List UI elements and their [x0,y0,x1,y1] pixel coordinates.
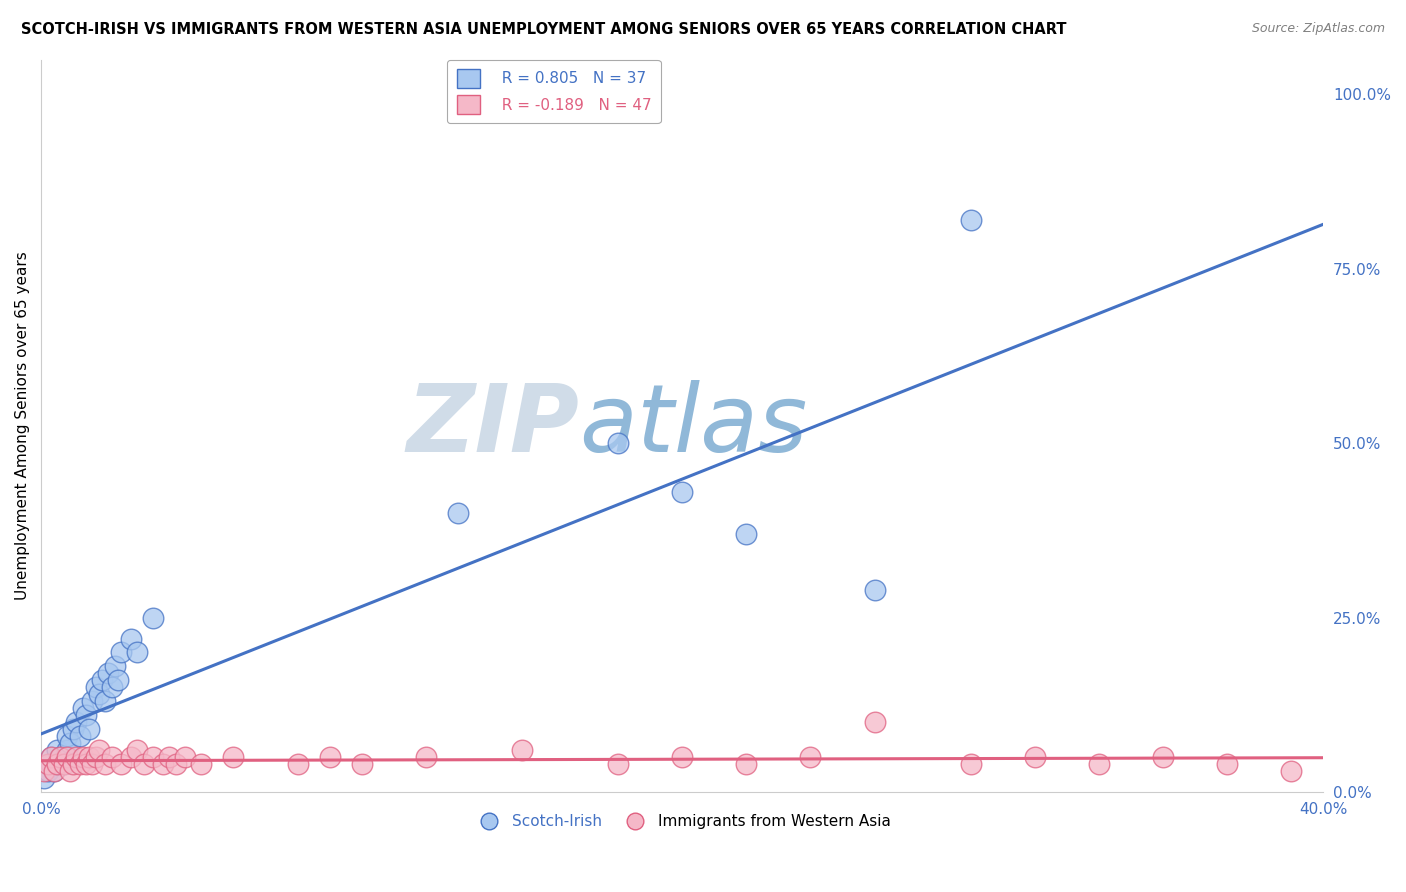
Point [49,750,72,764]
Point [607,436,630,450]
Point [55,729,77,743]
Point [46,757,69,772]
Point [91,673,114,688]
Point [72,701,94,715]
Point [34,764,56,778]
Point [39,750,62,764]
Point [62,722,84,736]
Point [174,750,197,764]
Point [65,715,87,730]
Point [69,757,91,772]
Point [75,757,97,772]
Point [100,750,122,764]
Point [671,750,693,764]
Point [87,743,110,757]
Point [959,213,981,227]
Point [94,757,117,772]
Point [863,715,886,730]
Point [87,687,110,701]
Point [607,757,630,772]
Point [42,764,65,778]
Point [59,764,82,778]
Point [190,757,212,772]
Point [84,750,107,764]
Point [447,506,470,520]
Point [82,694,104,708]
Point [863,582,886,597]
Point [127,743,149,757]
Point [62,757,84,772]
Point [142,750,165,764]
Point [72,750,94,764]
Point [735,527,758,541]
Point [1279,764,1302,778]
Point [46,743,69,757]
Point [75,708,97,723]
Point [55,743,77,757]
Text: ZIP: ZIP [406,380,579,472]
Point [46,757,69,772]
Point [1024,750,1046,764]
Point [165,757,187,772]
Point [34,771,56,785]
Point [132,757,155,772]
Point [69,729,91,743]
Point [142,610,165,624]
Point [94,694,117,708]
Point [104,659,127,673]
Point [1216,757,1239,772]
Point [350,757,373,772]
Point [65,750,87,764]
Point [415,750,437,764]
Point [127,645,149,659]
Point [318,750,340,764]
Point [157,750,180,764]
Point [1088,757,1111,772]
Point [59,736,82,750]
Point [39,757,62,772]
Point [39,750,62,764]
Point [287,757,309,772]
Point [1152,750,1174,764]
Point [52,757,75,772]
Text: atlas: atlas [579,380,808,471]
Point [42,764,65,778]
Point [77,750,100,764]
Point [49,750,72,764]
Point [110,645,132,659]
Point [37,757,59,772]
Point [799,750,821,764]
Point [120,632,142,646]
Point [510,743,533,757]
Text: Source: ZipAtlas.com: Source: ZipAtlas.com [1251,22,1385,36]
Point [110,757,132,772]
Point [82,757,104,772]
Point [100,681,122,695]
Point [97,666,120,681]
Point [735,757,758,772]
Point [55,750,77,764]
Point [152,757,174,772]
Point [671,485,693,500]
Point [52,757,75,772]
Point [107,673,129,688]
Text: SCOTCH-IRISH VS IMMIGRANTS FROM WESTERN ASIA UNEMPLOYMENT AMONG SENIORS OVER 65 : SCOTCH-IRISH VS IMMIGRANTS FROM WESTERN … [21,22,1067,37]
Point [84,681,107,695]
Point [120,750,142,764]
Y-axis label: Unemployment Among Seniors over 65 years: Unemployment Among Seniors over 65 years [15,252,30,600]
Point [37,764,59,778]
Point [77,722,100,736]
Point [959,757,981,772]
Legend: Scotch-Irish, Immigrants from Western Asia: Scotch-Irish, Immigrants from Western As… [467,808,897,836]
Point [222,750,245,764]
